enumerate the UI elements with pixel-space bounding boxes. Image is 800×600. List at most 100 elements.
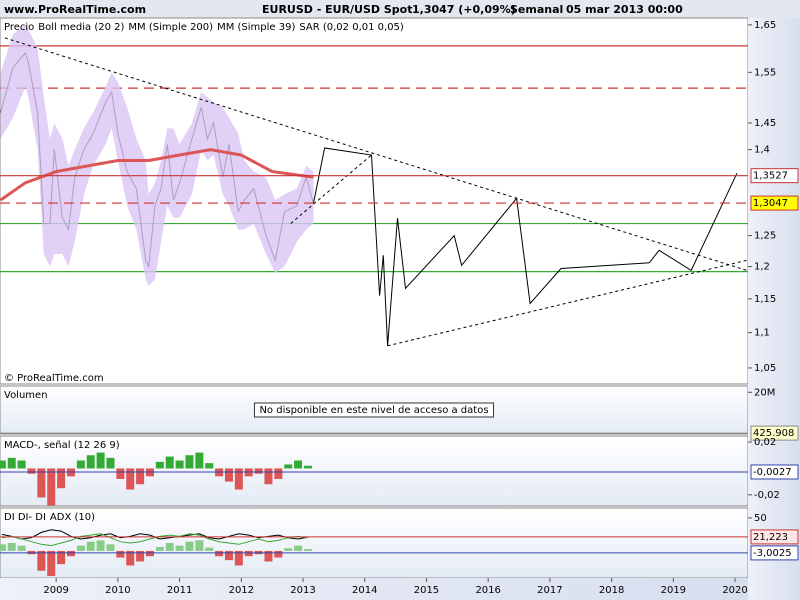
macd-panel	[0, 435, 749, 507]
histogram-bar	[205, 547, 214, 551]
histogram-bar	[145, 550, 154, 557]
legend-entry: MM (Simple 200)	[128, 22, 213, 33]
y-tick-label: 1,15	[754, 294, 776, 305]
y-axis-area	[748, 18, 800, 600]
histogram-bar	[106, 544, 115, 551]
histogram-bar	[0, 544, 6, 551]
histogram-bar	[155, 461, 164, 469]
histogram-bar	[126, 550, 135, 566]
quote: 1,3047 (+0,09%)	[412, 3, 516, 16]
legend-entry: DI DI- DI	[4, 512, 46, 523]
y-tick-label: -0,02	[754, 490, 780, 501]
histogram-bar	[116, 550, 125, 558]
histogram-bar	[136, 550, 145, 562]
site-name: www.ProRealTime.com	[4, 3, 146, 16]
x-tick-label: 2018	[599, 585, 624, 596]
x-tick-label: 2017	[537, 585, 562, 596]
x-tick-label: 2013	[290, 585, 315, 596]
histogram-bar	[244, 550, 253, 557]
y-tick-label: 50	[754, 513, 767, 524]
value-box	[750, 545, 799, 561]
y-tick-label: 0,02	[754, 437, 776, 448]
histogram-bar	[175, 460, 184, 469]
legend-entry: ADX (10)	[50, 512, 95, 523]
trend-line	[387, 259, 747, 347]
plot-layer: 1,65 1,55 1,45 1,4 1,25 1,2 1,15 1,1 1,05 1,3527 1…	[0, 20, 799, 596]
histogram-bar	[7, 543, 16, 551]
value-box	[750, 464, 799, 480]
histogram-bar	[284, 464, 293, 469]
legend-entry: Boll media (20 2)	[38, 22, 124, 33]
histogram-bar	[234, 550, 243, 566]
di-panel	[0, 507, 749, 579]
histogram-bar	[126, 468, 135, 490]
bollinger-band	[0, 24, 314, 286]
histogram-bar	[254, 468, 263, 474]
histogram-bar	[86, 541, 95, 551]
histogram-bar	[17, 545, 26, 551]
histogram-bar	[7, 457, 16, 469]
histogram-bar	[185, 541, 194, 551]
symbol: EURUSD - EUR/USD Spot	[262, 3, 413, 16]
value-box-label: 1,3527	[753, 171, 788, 182]
value-box	[750, 425, 799, 441]
value-box	[750, 168, 799, 184]
unavailable-note: No disponible en este nivel de acceso a …	[259, 405, 488, 416]
histogram-bar	[175, 545, 184, 551]
histogram-bar	[205, 463, 214, 469]
histogram-bar	[264, 550, 273, 562]
x-tick-label: 2015	[414, 585, 439, 596]
y-tick-label: 1,4	[754, 145, 770, 156]
x-tick-label: 2011	[167, 585, 192, 596]
y-tick-label: 1,65	[754, 20, 776, 31]
histogram-bar	[303, 465, 312, 469]
x-tick-label: 2010	[105, 585, 130, 596]
histogram-bar	[215, 550, 224, 557]
legend-entry: MACD-, señal (12 26 9)	[4, 440, 120, 451]
histogram-bar	[106, 457, 115, 469]
x-tick-label: 2019	[661, 585, 686, 596]
value-box-label: -0,0027	[753, 467, 792, 478]
x-tick-label: 2012	[229, 585, 254, 596]
histogram-bar	[303, 548, 312, 551]
y-tick-label: 1,05	[754, 363, 776, 374]
x-axis-area	[0, 578, 748, 600]
histogram-bar	[17, 460, 26, 469]
histogram-bar	[57, 468, 66, 489]
histogram-bar	[224, 468, 233, 482]
value-box	[750, 529, 799, 545]
value-box	[750, 195, 799, 211]
histogram-bar	[96, 540, 105, 551]
histogram-bar	[294, 460, 303, 469]
projection-line	[313, 147, 738, 346]
header-bar	[0, 0, 800, 18]
legend-entry: MM (Simple 39)	[217, 22, 295, 33]
y-tick-label: 1,25	[754, 231, 776, 242]
legend-entry: Volumen	[4, 390, 48, 401]
legend-entry: SAR (0,02 0,01 0,05)	[299, 22, 404, 33]
histogram-bar	[195, 452, 204, 469]
histogram-bar	[66, 550, 75, 557]
histogram-bar	[224, 550, 233, 561]
histogram-bar	[96, 452, 105, 469]
histogram-bar	[185, 455, 194, 469]
histogram-bar	[47, 550, 56, 577]
histogram-bar	[57, 550, 66, 565]
x-tick-label: 2014	[352, 585, 377, 596]
date: 05 mar 2013 00:00	[566, 3, 683, 16]
histogram-bar	[234, 468, 243, 490]
histogram-bar	[37, 468, 46, 498]
histogram-bar	[37, 550, 46, 571]
histogram-bar	[264, 468, 273, 485]
value-box-label: -3,0025	[753, 548, 792, 559]
x-tick-label: 2020	[722, 585, 747, 596]
histogram-bar	[0, 460, 6, 469]
copyright: © ProRealTime.com	[4, 373, 104, 384]
y-tick-label: 1,55	[754, 67, 776, 78]
y-tick-label: 20M	[754, 387, 775, 398]
value-box-label: 1,3047	[753, 198, 788, 209]
histogram-bar	[165, 543, 174, 551]
histogram-bar	[76, 545, 85, 551]
